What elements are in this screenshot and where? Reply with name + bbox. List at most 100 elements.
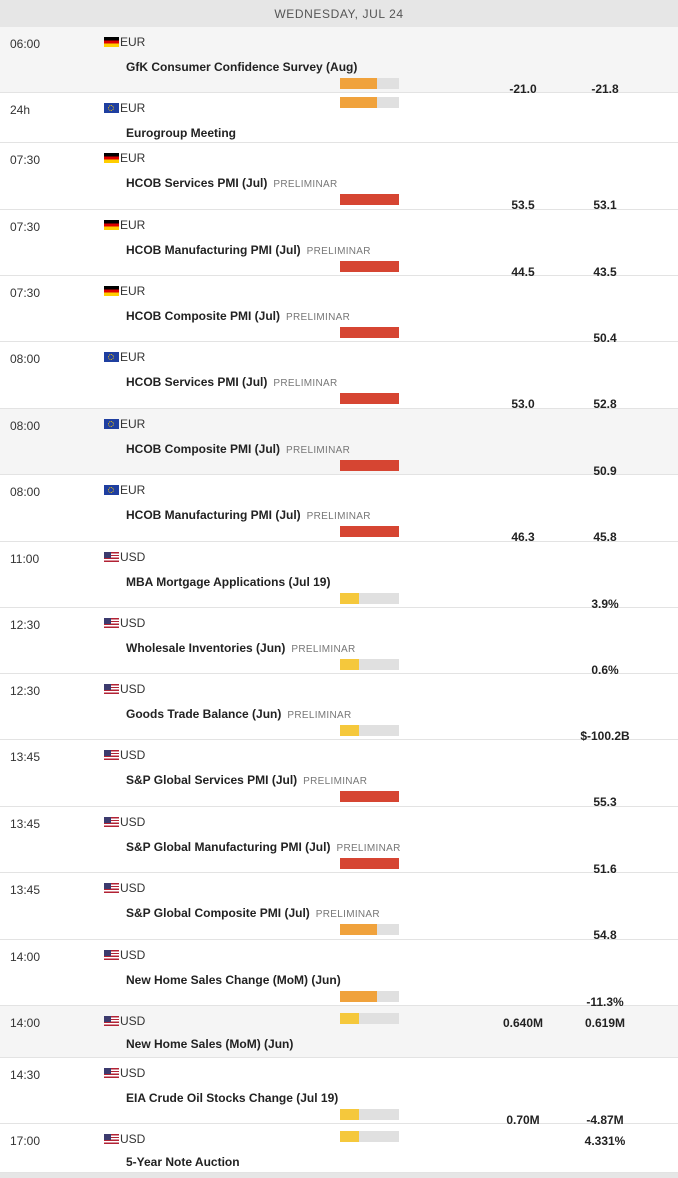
- event-title[interactable]: HCOB Composite PMI (Jul) PRELIMINAR: [126, 442, 350, 456]
- event-name: Goods Trade Balance (Jun): [126, 707, 282, 721]
- impact-fill: [340, 991, 377, 1002]
- event-currency: EUR: [104, 483, 145, 497]
- event-title[interactable]: S&P Global Manufacturing PMI (Jul) PRELIM…: [126, 840, 401, 854]
- previous-value: 0.619M: [584, 1016, 626, 1030]
- event-time: 11:00: [10, 552, 40, 566]
- event-title[interactable]: HCOB Services PMI (Jul) PRELIMINAR: [126, 375, 338, 389]
- previous-value: 51.6: [593, 862, 617, 876]
- event-time: 08:00: [10, 352, 41, 366]
- impact-fill: [340, 194, 399, 205]
- event-title[interactable]: Eurogroup Meeting: [126, 126, 236, 140]
- previous-value: $-100.2B: [580, 729, 630, 743]
- impact-fill: [340, 1013, 359, 1024]
- eu-flag-icon: [104, 103, 119, 113]
- impact-fill: [340, 78, 377, 89]
- currency-code: USD: [120, 748, 146, 762]
- event-row[interactable]: 14:00 USD New Home Sales Change (MoM) (J…: [0, 940, 678, 1009]
- forecast-value: 0.70M: [506, 1113, 540, 1127]
- impact-fill: [340, 858, 399, 869]
- event-title[interactable]: HCOB Manufacturing PMI (Jul) PRELIMINAR: [126, 508, 371, 522]
- event-name: EIA Crude Oil Stocks Change (Jul 19): [126, 1091, 339, 1105]
- event-title[interactable]: S&P Global Composite PMI (Jul) PRELIMINAR: [126, 906, 380, 920]
- event-name: S&P Global Manufacturing PMI (Jul): [126, 840, 331, 854]
- event-title[interactable]: HCOB Composite PMI (Jul) PRELIMINAR: [126, 309, 350, 323]
- event-title[interactable]: Goods Trade Balance (Jun) PRELIMINAR: [126, 707, 352, 721]
- date-header: WEDNESDAY, JUL 24: [0, 0, 678, 28]
- impact-bar: [340, 791, 399, 802]
- event-time: 14:00: [10, 950, 41, 964]
- currency-code: USD: [120, 682, 146, 696]
- event-title[interactable]: HCOB Services PMI (Jul) PRELIMINAR: [126, 176, 338, 190]
- event-time: 12:30: [10, 684, 41, 698]
- event-name: New Home Sales (MoM) (Jun): [126, 1037, 294, 1051]
- de-flag-icon: [104, 37, 119, 47]
- event-row[interactable]: 06:00 EUR GfK Consumer Confidence Survey…: [0, 27, 678, 96]
- event-title[interactable]: GfK Consumer Confidence Survey (Aug): [126, 60, 357, 74]
- event-currency: USD: [104, 881, 145, 895]
- us-flag-icon: [104, 950, 119, 960]
- event-row[interactable]: 12:30 USD Wholesale Inventories (Jun) PRE…: [0, 608, 678, 677]
- preliminary-tag: PRELIMINAR: [306, 511, 371, 522]
- eu-flag-icon: [104, 352, 119, 362]
- event-row[interactable]: 11:00 USD MBA Mortgage Applications (Jul…: [0, 542, 678, 611]
- impact-fill: [340, 725, 359, 736]
- event-name: HCOB Composite PMI (Jul): [126, 309, 281, 323]
- event-time: 12:30: [10, 618, 41, 632]
- event-name: HCOB Manufacturing PMI (Jul): [126, 243, 301, 257]
- event-time: 08:00: [10, 485, 41, 499]
- event-title[interactable]: EIA Crude Oil Stocks Change (Jul 19): [126, 1091, 338, 1105]
- us-flag-icon: [104, 1016, 119, 1026]
- currency-code: EUR: [120, 350, 146, 364]
- impact-fill: [340, 460, 399, 471]
- preliminary-tag: PRELIMINAR: [287, 710, 352, 721]
- event-title[interactable]: 5-Year Note Auction: [126, 1155, 240, 1169]
- currency-code: USD: [120, 948, 146, 962]
- previous-value: 55.3: [593, 795, 617, 809]
- de-flag-icon: [104, 286, 119, 296]
- impact-bar: [340, 194, 399, 205]
- event-time: 13:45: [10, 750, 41, 764]
- impact-bar: [340, 261, 399, 272]
- event-time: 13:45: [10, 817, 41, 831]
- preliminary-tag: PRELIMINAR: [315, 909, 380, 920]
- previous-value: 4.331%: [584, 1134, 626, 1148]
- event-row[interactable]: 24h EUR Eurogroup Meeting: [0, 93, 678, 143]
- currency-code: USD: [120, 815, 146, 829]
- impact-fill: [340, 261, 399, 272]
- event-row[interactable]: 13:45 USD S&P Global Services PMI (Jul) P…: [0, 740, 678, 809]
- impact-fill: [340, 791, 399, 802]
- event-row[interactable]: 08:00 EUR HCOB Manufacturing PMI (Jul) PR…: [0, 475, 678, 544]
- event-row[interactable]: 07:30 EUR HCOB Composite PMI (Jul) PRELIM…: [0, 276, 678, 345]
- currency-code: EUR: [120, 218, 146, 232]
- event-row[interactable]: 17:00 USD 5-Year Note Auction 4.331%: [0, 1124, 678, 1173]
- impact-bar: [340, 78, 399, 89]
- event-row[interactable]: 12:30 USD Goods Trade Balance (Jun) PRELI…: [0, 674, 678, 743]
- event-row[interactable]: 14:00 USD New Home Sales (MoM) (Jun) 0.6…: [0, 1006, 678, 1058]
- event-title[interactable]: HCOB Manufacturing PMI (Jul) PRELIMINAR: [126, 243, 371, 257]
- event-row[interactable]: 13:45 USD S&P Global Composite PMI (Jul)…: [0, 873, 678, 942]
- event-currency: EUR: [104, 417, 145, 431]
- event-title[interactable]: New Home Sales (MoM) (Jun): [126, 1037, 293, 1051]
- event-row[interactable]: 08:00 EUR HCOB Composite PMI (Jul) PRELIM…: [0, 409, 678, 478]
- impact-bar: [340, 659, 399, 670]
- event-row[interactable]: 13:45 USD S&P Global Manufacturing PMI (…: [0, 807, 678, 876]
- currency-code: USD: [120, 1066, 146, 1080]
- event-title[interactable]: S&P Global Services PMI (Jul) PRELIMINAR: [126, 773, 367, 787]
- impact-bar: [340, 97, 399, 108]
- de-flag-icon: [104, 153, 119, 163]
- event-currency: USD: [104, 682, 145, 696]
- event-name: GfK Consumer Confidence Survey (Aug): [126, 60, 358, 74]
- eu-flag-icon: [104, 419, 119, 429]
- event-title[interactable]: MBA Mortgage Applications (Jul 19): [126, 575, 330, 589]
- previous-value: -11.3%: [586, 995, 624, 1009]
- event-row[interactable]: 07:30 EUR HCOB Services PMI (Jul) PRELIMI…: [0, 143, 678, 212]
- event-row[interactable]: 07:30 EUR HCOB Manufacturing PMI (Jul) PR…: [0, 210, 678, 279]
- event-title[interactable]: Wholesale Inventories (Jun) PRELIMINAR: [126, 641, 356, 655]
- event-title[interactable]: New Home Sales Change (MoM) (Jun): [126, 973, 341, 987]
- event-row[interactable]: 14:30 USD EIA Crude Oil Stocks Change (J…: [0, 1058, 678, 1127]
- event-currency: USD: [104, 1066, 145, 1080]
- event-name: Wholesale Inventories (Jun): [126, 641, 286, 655]
- event-row[interactable]: 08:00 EUR HCOB Services PMI (Jul) PRELIMI…: [0, 342, 678, 411]
- currency-code: EUR: [120, 35, 146, 49]
- event-time: 06:00: [10, 37, 41, 51]
